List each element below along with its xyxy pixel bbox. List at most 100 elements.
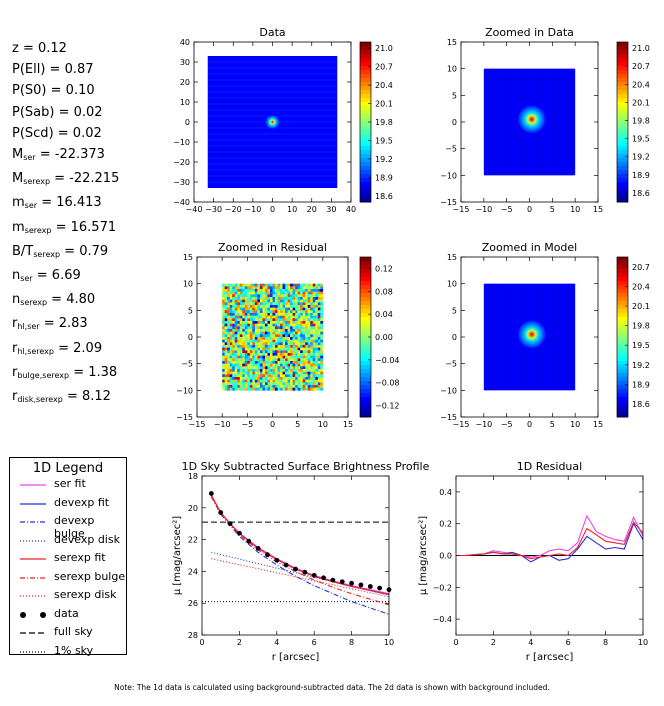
residual-pixel	[249, 350, 253, 354]
residual-pixel	[257, 342, 261, 346]
residual-pixel	[264, 371, 268, 375]
legend-item: serexp bulge	[10, 569, 126, 588]
colorbar-segment	[360, 170, 371, 175]
residual-pixel	[280, 294, 283, 298]
residual-pixel	[305, 294, 309, 298]
colorbar-segment	[617, 345, 628, 350]
param-symbol: r	[12, 364, 18, 380]
residual-pixel	[264, 363, 268, 367]
colorbar-segment	[617, 349, 628, 354]
residual-pixel	[224, 374, 228, 378]
residual-pixel	[275, 337, 278, 340]
residual-pixel	[239, 305, 243, 308]
residual-pixel	[292, 321, 296, 324]
residual-pixel	[290, 302, 293, 306]
colorbar-segment	[617, 341, 628, 346]
residual-pixel	[237, 369, 241, 372]
colorbar-segment	[360, 190, 371, 195]
residual-pixel	[269, 369, 273, 372]
residual-pixel	[312, 358, 316, 362]
colorbar-segment	[360, 42, 371, 47]
residual-pixel	[300, 310, 303, 314]
residual-pixel	[227, 299, 231, 303]
residual-pixel	[317, 382, 321, 386]
residual-pixel	[287, 289, 291, 292]
residual-pixel	[229, 382, 233, 386]
residual-pixel	[244, 371, 248, 375]
residual-pixel	[302, 313, 306, 316]
residual-pixel	[267, 355, 271, 359]
residual-pixel	[267, 369, 271, 372]
residual-pixel	[280, 321, 283, 324]
data-point	[208, 491, 214, 496]
residual-pixel	[317, 353, 321, 356]
residual-pixel	[242, 286, 246, 290]
colorbar-segment	[360, 126, 371, 131]
colorbar-segment	[360, 273, 371, 278]
residual-pixel	[257, 286, 261, 290]
residual-pixel	[237, 339, 241, 343]
residual-pixel	[292, 387, 296, 391]
residual-pixel	[222, 337, 225, 340]
residual-pixel	[264, 291, 268, 295]
colorbar-tick-label: 18.6	[632, 189, 650, 198]
residual-pixel	[285, 358, 288, 362]
residual-pixel	[257, 358, 261, 362]
colorbar-segment	[617, 377, 628, 382]
residual-pixel	[269, 283, 273, 287]
x-tick-label: 20	[307, 205, 317, 214]
residual-pixel	[249, 302, 253, 306]
colorbar-tick-label: −0.08	[375, 379, 400, 388]
colorbar-segment	[360, 194, 371, 199]
residual-pixel	[285, 355, 288, 359]
residual-pixel	[224, 283, 228, 287]
residual-pixel	[282, 326, 286, 330]
residual-pixel	[264, 307, 268, 311]
y-tick-label: 0	[188, 333, 193, 342]
residual-pixel	[242, 315, 246, 319]
residual-pixel	[312, 345, 316, 348]
residual-pixel	[242, 350, 246, 354]
residual-pixel	[229, 315, 233, 319]
residual-pixel	[222, 331, 225, 335]
colorbar-segment	[617, 413, 628, 418]
residual-pixel	[282, 350, 286, 354]
residual-pixel	[315, 382, 319, 386]
colorbar-segment	[360, 166, 371, 171]
residual-pixel	[227, 302, 231, 306]
residual-pixel	[242, 283, 246, 287]
residual-pixel	[262, 334, 266, 338]
residual-pixel	[275, 334, 278, 338]
residual-pixel	[275, 318, 278, 322]
residual-pixel	[249, 374, 253, 378]
residual-pixel	[272, 387, 276, 391]
residual-pixel	[275, 387, 278, 391]
residual-pixel	[295, 297, 298, 300]
residual-pixel	[234, 358, 238, 362]
residual-pixel	[287, 387, 291, 391]
residual-pixel	[290, 331, 293, 335]
colorbar-segment	[360, 393, 371, 398]
residual-pixel	[287, 342, 291, 346]
residual-pixel	[237, 305, 241, 308]
residual-pixel	[307, 302, 311, 306]
residual-pixel	[234, 361, 238, 364]
residual-pixel	[320, 321, 324, 324]
residual-pixel	[234, 366, 238, 370]
residual-pixel	[269, 382, 273, 386]
residual-pixel	[272, 377, 276, 380]
residual-pixel	[257, 369, 261, 372]
residual-pixel	[247, 326, 251, 330]
y-tick-label: 20	[180, 78, 190, 87]
residual-pixel	[292, 355, 296, 359]
residual-pixel	[234, 339, 238, 343]
residual-pixel	[282, 347, 286, 351]
residual-pixel	[297, 387, 301, 391]
residual-pixel	[300, 345, 303, 348]
residual-pixel	[222, 299, 225, 303]
residual-pixel	[315, 294, 319, 298]
colorbar-segment	[360, 78, 371, 83]
residual-pixel	[287, 371, 291, 375]
x-tick-label: 0	[270, 205, 275, 214]
colorbar-tick-label: 20.1	[375, 100, 393, 109]
